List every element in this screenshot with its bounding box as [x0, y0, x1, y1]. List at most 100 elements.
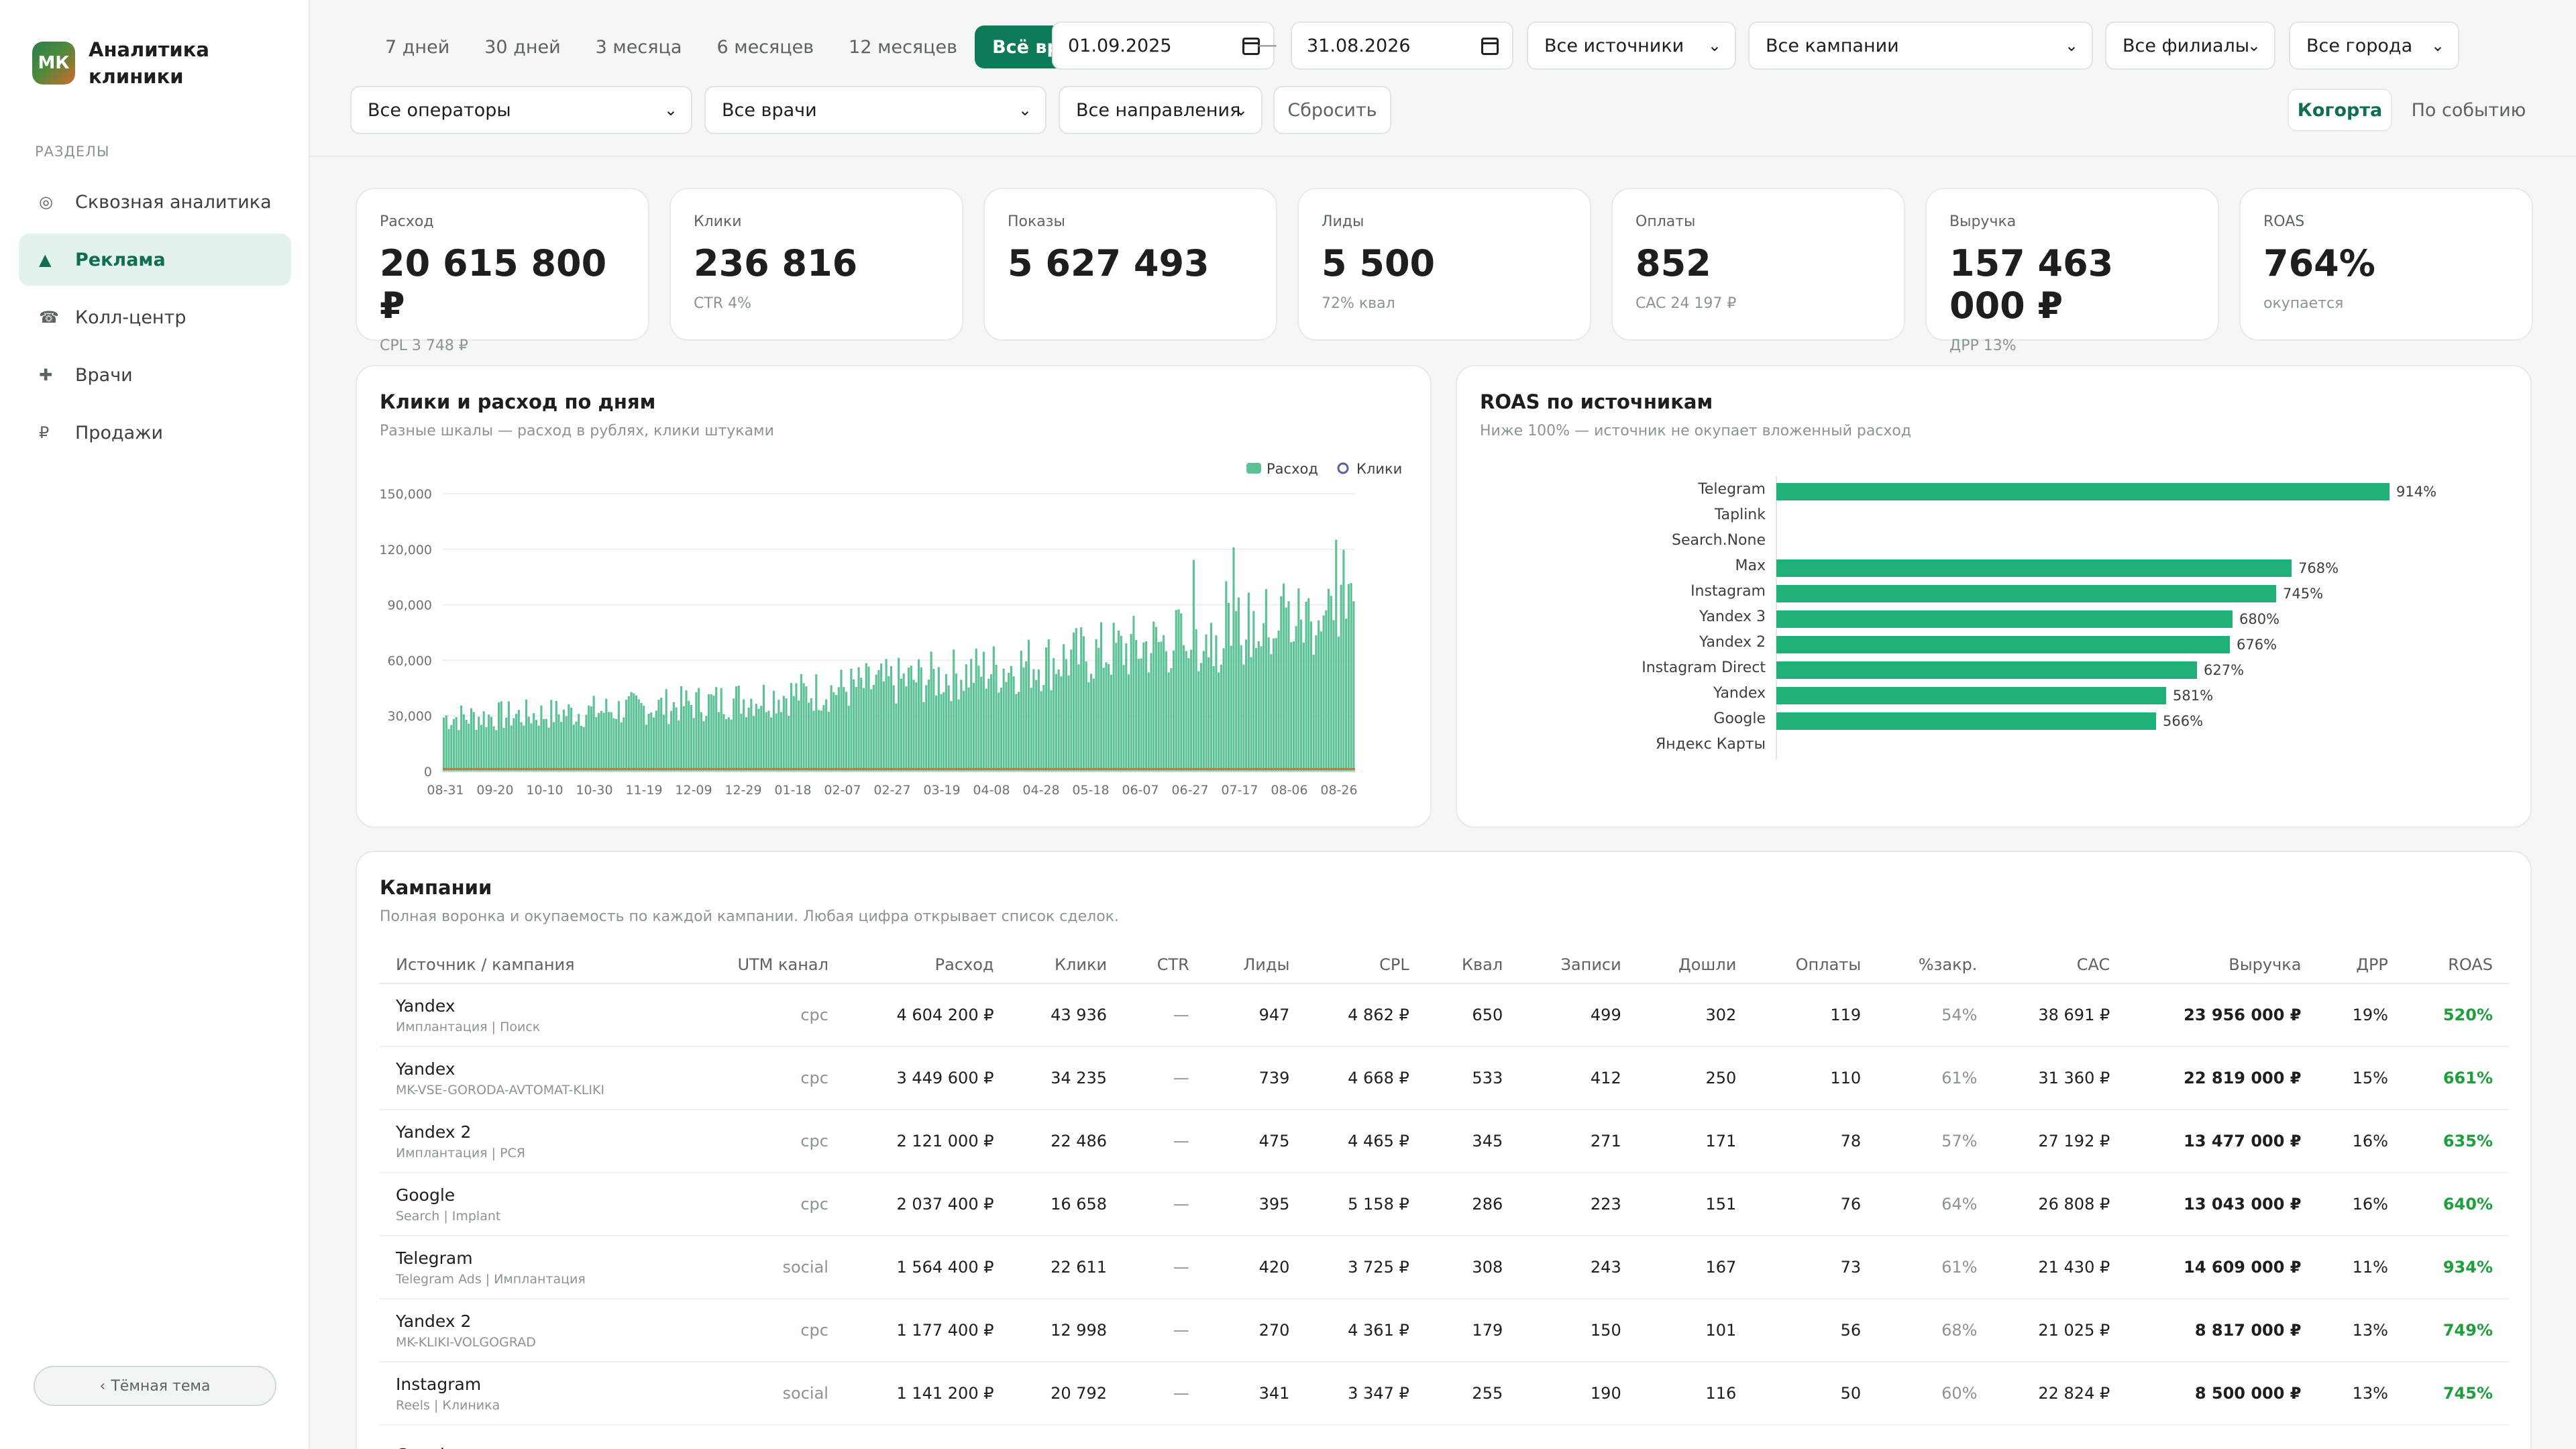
- doctors-select[interactable]: Все врачи ⌄: [704, 86, 1046, 134]
- cell-cac[interactable]: 27 192 ₽: [1993, 1110, 2127, 1173]
- cell-cpl[interactable]: 3 347 ₽: [1305, 1362, 1426, 1426]
- cell-cpl[interactable]: 5 158 ₽: [1305, 1173, 1426, 1236]
- cell-roas[interactable]: 661%: [2404, 1046, 2509, 1110]
- roas-bar[interactable]: [1776, 585, 2276, 602]
- cell-came[interactable]: [1637, 1425, 1753, 1449]
- cell-qual[interactable]: 308: [1425, 1236, 1519, 1299]
- cell-drr[interactable]: 16%: [2317, 1173, 2404, 1236]
- cell-leads[interactable]: 395: [1205, 1173, 1306, 1236]
- column-header[interactable]: Квал: [1425, 946, 1519, 984]
- period-pill-2[interactable]: 3 месяца: [595, 36, 682, 58]
- cell-roas[interactable]: 934%: [2404, 1236, 2509, 1299]
- cell-clicks[interactable]: 22 611: [1010, 1236, 1124, 1299]
- cell-drr[interactable]: 11%: [2317, 1236, 2404, 1299]
- cell-leads[interactable]: [1205, 1425, 1306, 1449]
- roas-bar[interactable]: [1776, 687, 2166, 704]
- column-header[interactable]: Лиды: [1205, 946, 1306, 984]
- cell-ctr[interactable]: —: [1123, 1362, 1205, 1426]
- roas-bar[interactable]: [1776, 712, 2156, 730]
- column-header[interactable]: Записи: [1519, 946, 1638, 984]
- date-to-input[interactable]: 31.08.2026: [1291, 21, 1513, 70]
- cell-roas[interactable]: 745%: [2404, 1362, 2509, 1426]
- cell-close[interactable]: 61%: [1877, 1236, 1994, 1299]
- cell-spend[interactable]: 2 121 000 ₽: [844, 1110, 1010, 1173]
- cell-source[interactable]: Yandex Имплантация | Поиск: [380, 983, 688, 1047]
- cell-revenue[interactable]: 23 956 000 ₽: [2126, 983, 2318, 1047]
- cell-leads[interactable]: 341: [1205, 1362, 1306, 1426]
- roas-bar[interactable]: [1776, 636, 2230, 653]
- table-row[interactable]: Yandex Имплантация | Поиск cpc 4 604 200 ₽4…: [380, 983, 2509, 1047]
- cell-came[interactable]: 167: [1637, 1236, 1753, 1299]
- cell-came[interactable]: 101: [1637, 1299, 1753, 1362]
- cell-cac[interactable]: 21 430 ₽: [1993, 1236, 2127, 1299]
- cell-ctr[interactable]: [1123, 1425, 1205, 1449]
- cell-leads[interactable]: 739: [1205, 1046, 1306, 1110]
- cell-came[interactable]: 302: [1637, 983, 1753, 1047]
- cell-utm[interactable]: cpc: [687, 1299, 845, 1362]
- column-header[interactable]: Выручка: [2126, 946, 2318, 984]
- cell-qual[interactable]: 255: [1425, 1362, 1519, 1426]
- cell-ctr[interactable]: —: [1123, 1173, 1205, 1236]
- cell-revenue[interactable]: [2126, 1425, 2318, 1449]
- cell-drr[interactable]: 13%: [2317, 1299, 2404, 1362]
- cell-drr[interactable]: 16%: [2317, 1110, 2404, 1173]
- cell-cpl[interactable]: 4 668 ₽: [1305, 1046, 1426, 1110]
- kpi-card[interactable]: Выручка 157 463 000 ₽ ДРР 13%: [1925, 188, 2219, 354]
- cell-clicks[interactable]: 43 936: [1010, 983, 1124, 1047]
- cell-cpl[interactable]: 4 862 ₽: [1305, 983, 1426, 1047]
- cities-select[interactable]: Все города ⌄: [2289, 21, 2459, 70]
- cell-cpl[interactable]: 4 465 ₽: [1305, 1110, 1426, 1173]
- cell-source[interactable]: Google: [380, 1425, 688, 1449]
- cell-close[interactable]: 54%: [1877, 983, 1994, 1047]
- cell-paid[interactable]: 119: [1752, 983, 1878, 1047]
- kpi-card[interactable]: Оплаты 852 CAC 24 197 ₽: [1611, 188, 1905, 341]
- column-header[interactable]: Оплаты: [1752, 946, 1878, 984]
- cell-close[interactable]: [1877, 1425, 1994, 1449]
- cell-spend[interactable]: [844, 1425, 1010, 1449]
- cell-paid[interactable]: 110: [1752, 1046, 1878, 1110]
- cell-cac[interactable]: 21 025 ₽: [1993, 1299, 2127, 1362]
- cell-paid[interactable]: [1752, 1425, 1878, 1449]
- kpi-card[interactable]: Лиды 5 500 72% квал: [1297, 188, 1591, 341]
- column-header[interactable]: Расход: [844, 946, 1010, 984]
- cell-appts[interactable]: 190: [1519, 1362, 1638, 1426]
- cell-cac[interactable]: 22 824 ₽: [1993, 1362, 2127, 1426]
- sidebar-item-2[interactable]: ☎ Колл-центр: [19, 291, 291, 343]
- table-row[interactable]: Yandex MK-VSE-GORODA-AVTOMAT-KLIKI cpc 3 44…: [380, 1046, 2509, 1110]
- cell-appts[interactable]: 271: [1519, 1110, 1638, 1173]
- cell-qual[interactable]: 345: [1425, 1110, 1519, 1173]
- cell-appts[interactable]: 412: [1519, 1046, 1638, 1110]
- column-header[interactable]: Клики: [1010, 946, 1124, 984]
- cell-source[interactable]: Yandex 2 Имплантация | РСЯ: [380, 1110, 688, 1173]
- cell-clicks[interactable]: 16 658: [1010, 1173, 1124, 1236]
- column-header[interactable]: ROAS: [2404, 946, 2509, 984]
- cell-cac[interactable]: [1993, 1425, 2127, 1449]
- cell-leads[interactable]: 420: [1205, 1236, 1306, 1299]
- cell-source[interactable]: Yandex 2 MK-KLIKI-VOLGOGRAD: [380, 1299, 688, 1362]
- roas-bar[interactable]: [1776, 610, 2233, 628]
- cell-clicks[interactable]: [1010, 1425, 1124, 1449]
- cell-paid[interactable]: 50: [1752, 1362, 1878, 1426]
- cell-revenue[interactable]: 8 817 000 ₽: [2126, 1299, 2318, 1362]
- column-header[interactable]: CAC: [1993, 946, 2127, 984]
- cell-clicks[interactable]: 12 998: [1010, 1299, 1124, 1362]
- cell-close[interactable]: 60%: [1877, 1362, 1994, 1426]
- cell-appts[interactable]: 243: [1519, 1236, 1638, 1299]
- cell-ctr[interactable]: —: [1123, 1110, 1205, 1173]
- cell-paid[interactable]: 56: [1752, 1299, 1878, 1362]
- cell-close[interactable]: 64%: [1877, 1173, 1994, 1236]
- cell-drr[interactable]: 13%: [2317, 1362, 2404, 1426]
- cell-came[interactable]: 116: [1637, 1362, 1753, 1426]
- sidebar-item-4[interactable]: ₽ Продажи: [19, 407, 291, 459]
- cell-roas[interactable]: 749%: [2404, 1299, 2509, 1362]
- cell-close[interactable]: 61%: [1877, 1046, 1994, 1110]
- cell-cpl[interactable]: 4 361 ₽: [1305, 1299, 1426, 1362]
- cell-cpl[interactable]: 3 725 ₽: [1305, 1236, 1426, 1299]
- cell-ctr[interactable]: —: [1123, 1299, 1205, 1362]
- cell-drr[interactable]: [2317, 1425, 2404, 1449]
- cell-revenue[interactable]: 8 500 000 ₽: [2126, 1362, 2318, 1426]
- sidebar-item-1[interactable]: ▲ Реклама: [19, 233, 291, 286]
- cell-cac[interactable]: 26 808 ₽: [1993, 1173, 2127, 1236]
- cell-clicks[interactable]: 20 792: [1010, 1362, 1124, 1426]
- mode-event-tab[interactable]: По событию: [2411, 99, 2526, 121]
